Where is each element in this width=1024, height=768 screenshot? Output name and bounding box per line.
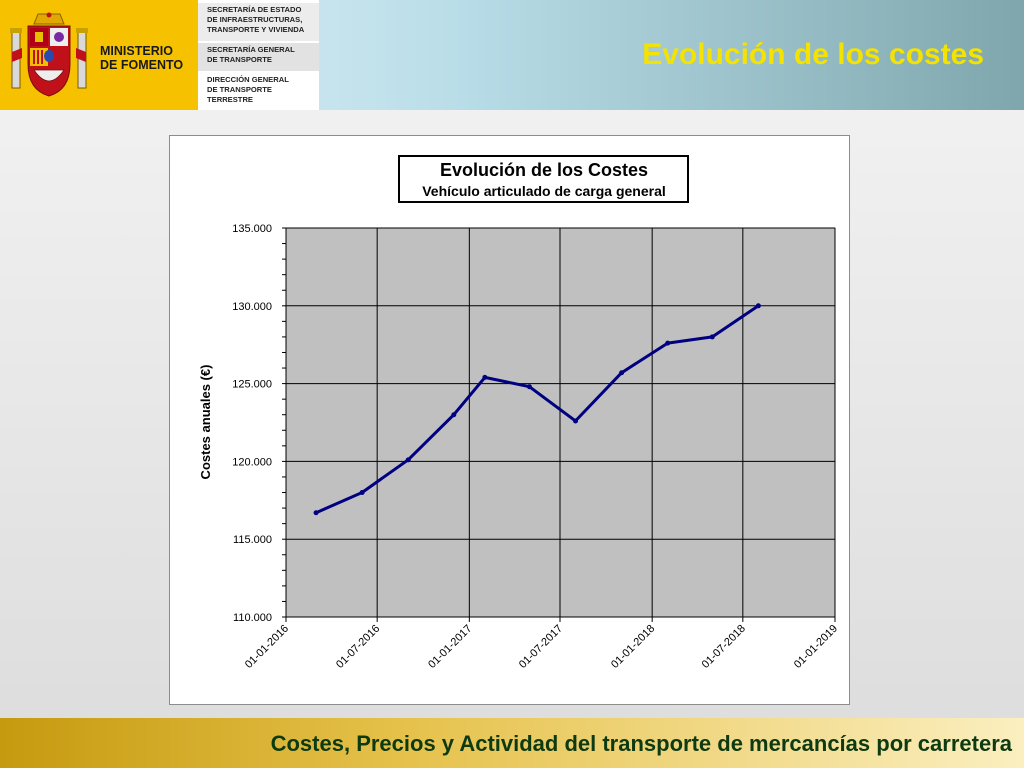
ministry-name-line: DE FOMENTO xyxy=(100,58,184,72)
data-point xyxy=(405,457,411,463)
chart-title: Evolución de los Costes xyxy=(440,160,648,180)
x-tick-label: 01-01-2016 xyxy=(243,623,291,671)
department-secretaria-general: SECRETARÍA GENERAL DE TRANSPORTE xyxy=(198,43,319,71)
department-line: DE INFRAESTRUCTURAS, xyxy=(207,15,303,24)
department-secretaria-estado: SECRETARÍA DE ESTADO DE INFRAESTRUCTURAS… xyxy=(198,3,319,41)
y-tick-label: 135.000 xyxy=(232,223,272,235)
department-line: SECRETARÍA DE ESTADO xyxy=(207,5,302,14)
x-tick-label: 01-01-2017 xyxy=(426,623,474,671)
chart-title-box xyxy=(398,155,689,203)
chart-container: Evolución de los Costes Vehículo articul… xyxy=(169,135,850,705)
y-tick-label: 115.000 xyxy=(233,534,272,546)
department-line: DE TRANSPORTE xyxy=(207,55,272,64)
data-point xyxy=(755,303,761,309)
ministry-name: MINISTERIO DE FOMENTO xyxy=(100,44,183,72)
department-line: SECRETARÍA GENERAL xyxy=(207,45,295,54)
data-point xyxy=(573,418,579,424)
cost-line-chart: Evolución de los Costes Vehículo articul… xyxy=(198,155,840,671)
header-banner: MINISTERIO DE FOMENTO SECRETARÍA DE ESTA… xyxy=(0,0,1024,110)
y-tick-label: 130.000 xyxy=(232,301,272,313)
data-point xyxy=(709,334,715,340)
footer-text: Costes, Precios y Actividad del transpor… xyxy=(270,731,1012,756)
plot-area xyxy=(285,227,836,618)
data-point xyxy=(526,384,532,390)
footer-banner: Costes, Precios y Actividad del transpor… xyxy=(0,718,1024,768)
department-list: SECRETARÍA DE ESTADO DE INFRAESTRUCTURAS… xyxy=(198,0,319,110)
data-point xyxy=(482,374,488,380)
department-line: DIRECCIÓN GENERAL xyxy=(207,75,289,84)
department-line: TRANSPORTE Y VIVIENDA xyxy=(207,25,305,34)
data-point xyxy=(313,510,319,516)
y-tick-label: 120.000 xyxy=(232,456,272,468)
coat-of-arms-icon xyxy=(10,12,88,97)
page-title: Evolución de los costes xyxy=(642,38,984,71)
department-line: DE TRANSPORTE xyxy=(207,85,272,94)
data-point xyxy=(665,340,671,346)
department-direccion-general: DIRECCIÓN GENERAL DE TRANSPORTE TERRESTR… xyxy=(198,73,319,109)
y-tick-label: 110.000 xyxy=(233,612,272,624)
y-tick-label: 125.000 xyxy=(232,379,272,391)
ministry-logo-block: MINISTERIO DE FOMENTO xyxy=(0,0,198,110)
chart-subtitle: Vehículo articulado de carga general xyxy=(422,183,666,199)
x-tick-label: 01-01-2019 xyxy=(792,623,840,671)
department-line: TERRESTRE xyxy=(207,95,253,104)
y-axis-label: Costes anuales (€) xyxy=(198,365,213,480)
data-point xyxy=(359,490,365,496)
ministry-name-line: MINISTERIO xyxy=(100,44,173,58)
x-tick-label: 01-07-2018 xyxy=(700,623,748,671)
x-tick-label: 01-07-2017 xyxy=(517,623,565,671)
data-point xyxy=(451,412,457,418)
data-point xyxy=(619,370,625,376)
x-tick-label: 01-07-2016 xyxy=(334,623,382,671)
x-tick-label: 01-01-2018 xyxy=(609,623,657,671)
